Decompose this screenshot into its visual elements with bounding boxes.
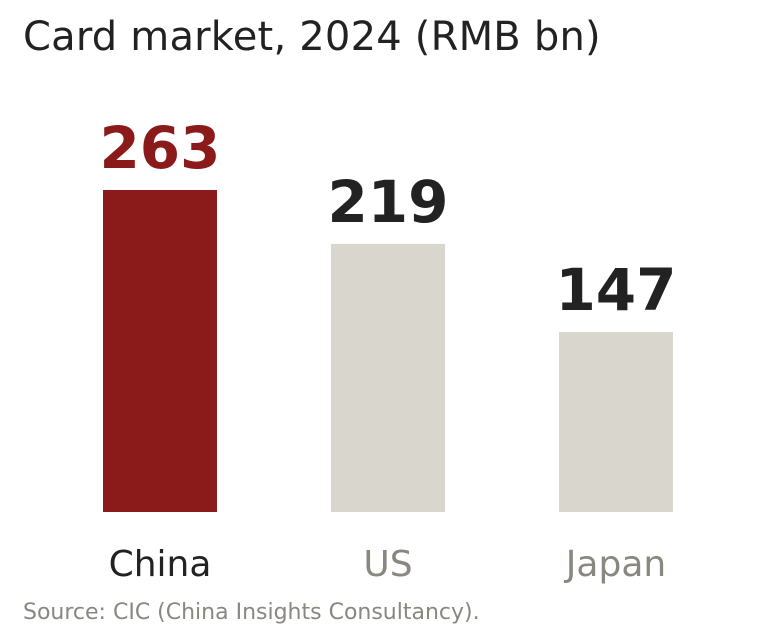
category-label-us: US — [363, 544, 412, 585]
bar-chart: 263 China 219 US 147 Japan — [99, 114, 676, 585]
source-note: Source: CIC (China Insights Consultancy)… — [23, 600, 480, 625]
chart-title: Card market, 2024 (RMB bn) — [23, 14, 601, 60]
bar-us — [331, 243, 445, 512]
value-label-china: 263 — [99, 114, 220, 182]
bar-china — [103, 190, 217, 512]
category-label-china: China — [109, 544, 212, 585]
value-label-japan: 147 — [555, 256, 676, 324]
value-label-us: 219 — [327, 168, 448, 236]
category-label-japan: Japan — [564, 544, 666, 585]
bar-japan — [559, 332, 673, 512]
